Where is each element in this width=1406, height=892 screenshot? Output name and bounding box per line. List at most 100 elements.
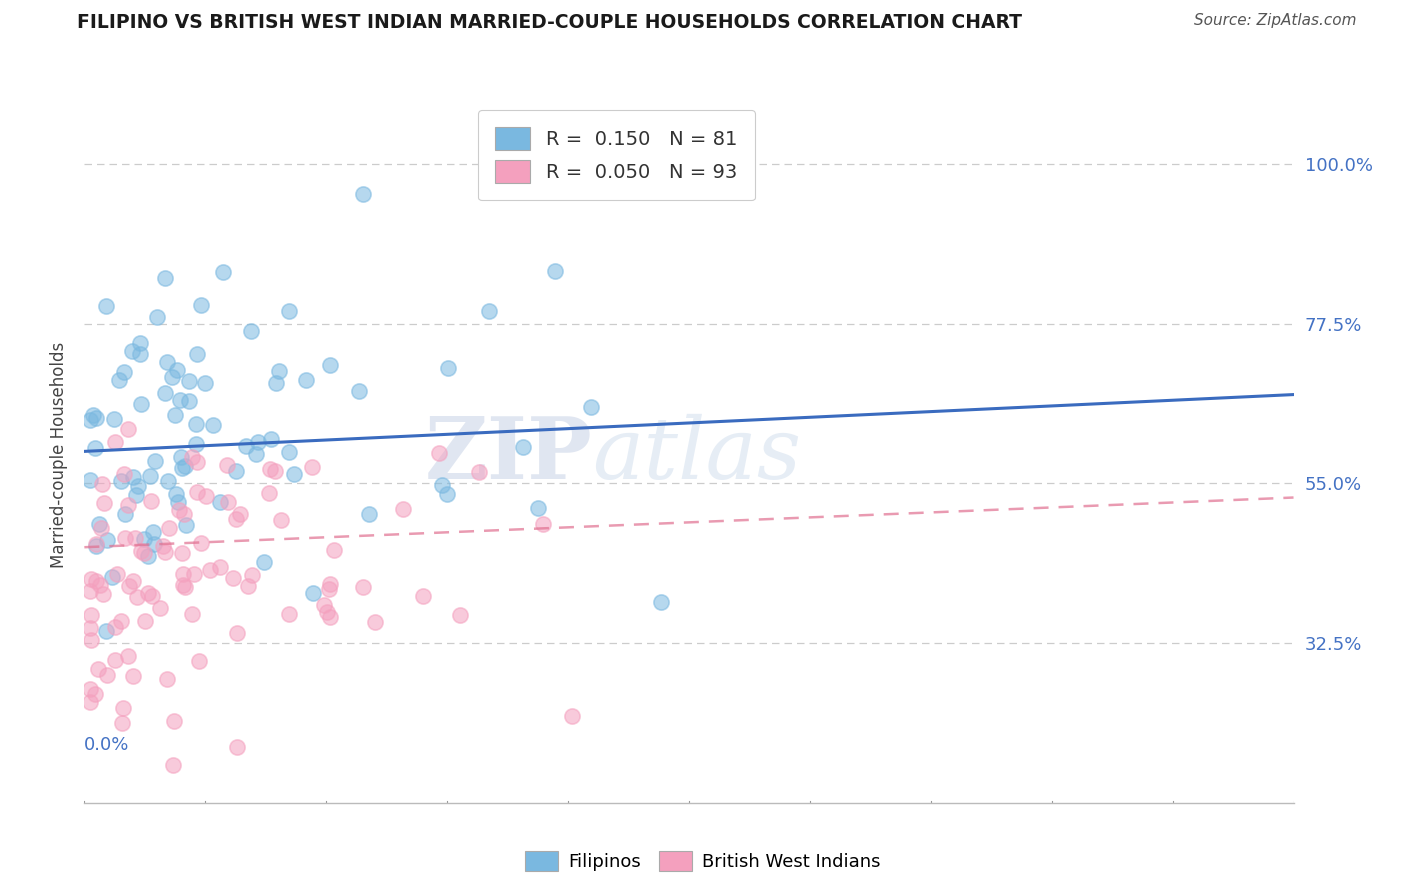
- Point: [319, 577, 342, 591]
- Point: [139, 494, 162, 508]
- Point: [108, 374, 131, 388]
- Point: [153, 545, 176, 559]
- Point: [257, 486, 280, 500]
- Point: [266, 376, 288, 390]
- Text: Source: ZipAtlas.com: Source: ZipAtlas.com: [1194, 13, 1357, 29]
- Point: [165, 487, 187, 501]
- Point: [259, 462, 281, 476]
- Point: [260, 432, 283, 446]
- Point: [193, 376, 215, 390]
- Point: [391, 502, 413, 516]
- Point: [650, 595, 672, 609]
- Point: [89, 578, 111, 592]
- Point: [86, 539, 108, 553]
- Point: [104, 620, 127, 634]
- Point: [157, 475, 180, 489]
- Point: [90, 521, 112, 535]
- Point: [318, 582, 340, 596]
- Point: [512, 440, 534, 454]
- Point: [136, 549, 159, 563]
- Point: [80, 633, 103, 648]
- Point: [427, 446, 450, 460]
- Point: [127, 479, 149, 493]
- Point: [167, 494, 190, 508]
- Point: [94, 299, 117, 313]
- Point: [96, 668, 118, 682]
- Point: [478, 304, 501, 318]
- Point: [139, 469, 162, 483]
- Point: [111, 701, 134, 715]
- Point: [283, 467, 305, 481]
- Point: [129, 544, 152, 558]
- Point: [235, 439, 257, 453]
- Text: ZIP: ZIP: [425, 413, 592, 497]
- Point: [93, 496, 115, 510]
- Point: [198, 563, 221, 577]
- Point: [149, 601, 172, 615]
- Point: [132, 546, 155, 560]
- Point: [79, 682, 101, 697]
- Point: [190, 536, 212, 550]
- Point: [187, 654, 209, 668]
- Point: [143, 536, 166, 550]
- Point: [84, 411, 107, 425]
- Point: [186, 485, 208, 500]
- Point: [240, 568, 263, 582]
- Point: [229, 507, 252, 521]
- Point: [225, 464, 247, 478]
- Point: [132, 532, 155, 546]
- Point: [153, 385, 176, 400]
- Point: [155, 271, 177, 285]
- Point: [186, 347, 208, 361]
- Point: [264, 464, 287, 478]
- Point: [352, 581, 374, 595]
- Point: [172, 567, 194, 582]
- Point: [531, 517, 554, 532]
- Point: [174, 580, 197, 594]
- Point: [267, 364, 290, 378]
- Legend: Filipinos, British West Indians: Filipinos, British West Indians: [517, 844, 889, 879]
- Point: [103, 412, 125, 426]
- Point: [277, 607, 299, 622]
- Point: [201, 417, 224, 432]
- Point: [319, 359, 342, 373]
- Point: [141, 589, 163, 603]
- Point: [561, 709, 583, 723]
- Point: [301, 459, 323, 474]
- Point: [90, 477, 112, 491]
- Point: [117, 648, 139, 663]
- Point: [122, 574, 145, 588]
- Point: [114, 507, 136, 521]
- Point: [134, 614, 156, 628]
- Point: [152, 540, 174, 554]
- Point: [129, 347, 152, 361]
- Point: [176, 518, 198, 533]
- Point: [172, 461, 194, 475]
- Point: [167, 503, 190, 517]
- Point: [163, 714, 186, 728]
- Point: [110, 715, 132, 730]
- Text: FILIPINO VS BRITISH WEST INDIAN MARRIED-COUPLE HOUSEHOLDS CORRELATION CHART: FILIPINO VS BRITISH WEST INDIAN MARRIED-…: [77, 13, 1022, 32]
- Point: [143, 454, 166, 468]
- Point: [179, 394, 201, 409]
- Point: [225, 511, 247, 525]
- Point: [87, 517, 110, 532]
- Point: [186, 455, 208, 469]
- Point: [352, 187, 374, 202]
- Point: [169, 393, 191, 408]
- Point: [359, 507, 381, 521]
- Point: [412, 589, 434, 603]
- Point: [186, 417, 208, 431]
- Point: [87, 662, 110, 676]
- Point: [208, 560, 231, 574]
- Point: [364, 615, 387, 630]
- Point: [124, 531, 146, 545]
- Point: [316, 605, 339, 619]
- Point: [174, 458, 197, 473]
- Point: [579, 401, 602, 415]
- Point: [349, 384, 371, 399]
- Point: [245, 447, 267, 461]
- Point: [100, 570, 122, 584]
- Point: [131, 397, 153, 411]
- Point: [236, 579, 259, 593]
